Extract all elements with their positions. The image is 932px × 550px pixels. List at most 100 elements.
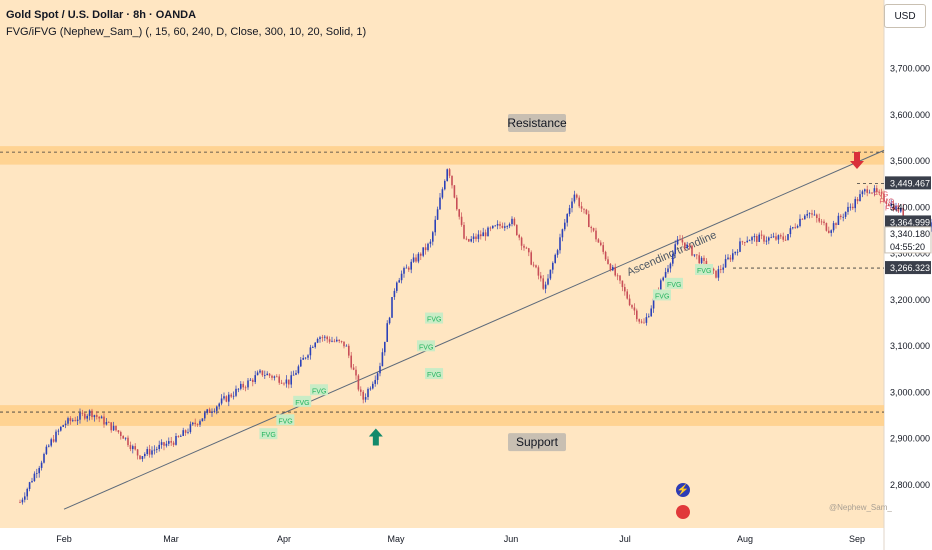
candle-body (616, 275, 619, 277)
candle-body (782, 236, 784, 240)
candle-body (316, 338, 319, 343)
candle-body (818, 218, 820, 222)
candle-body (182, 430, 184, 436)
candle-body (408, 267, 410, 270)
bolt-icon[interactable]: ⚡ (676, 483, 690, 497)
candle-body (336, 339, 338, 342)
flag-icon[interactable] (676, 505, 690, 519)
candle-body (268, 373, 271, 376)
candle-body (441, 189, 444, 198)
y-tick-label: 3,100.000 (890, 341, 930, 351)
currency-button[interactable]: USD (884, 4, 926, 28)
ascending-trendline (63, 149, 885, 510)
candle-body (472, 236, 475, 239)
candle-body (544, 284, 547, 289)
fvg-label: FVG (427, 317, 441, 324)
candle-body (33, 473, 36, 482)
candle-body (194, 422, 196, 425)
candle-body (595, 230, 597, 240)
candle-body (542, 278, 544, 289)
candle-body (24, 496, 26, 500)
candle-body (31, 481, 33, 483)
candle-body (796, 226, 799, 228)
down-arrow-icon (850, 152, 864, 169)
candle-body (410, 261, 412, 270)
candle-body (724, 259, 727, 268)
candle-body (48, 445, 50, 447)
fvg-label: FVG (697, 268, 711, 275)
candle-body (799, 218, 801, 227)
candle-body (511, 218, 513, 224)
candle-body (271, 375, 273, 378)
candle-body (55, 431, 57, 442)
candle-body (160, 442, 163, 445)
candle-body (568, 208, 571, 214)
candle-body (379, 366, 381, 374)
candle-body (242, 383, 244, 388)
candle-body (127, 437, 129, 446)
candle-body (777, 235, 780, 240)
candle-body (667, 268, 669, 272)
candle-body (206, 409, 208, 413)
candle-body (763, 235, 765, 242)
candle-body (880, 192, 883, 194)
candle-body (60, 426, 62, 431)
candle-body (844, 211, 847, 217)
candle-body (753, 236, 756, 238)
fvg-box (310, 384, 328, 396)
candle-body (602, 245, 604, 252)
candle-body (67, 418, 69, 424)
symbol-title[interactable]: Gold Spot / U.S. Dollar · 8h · OANDA (6, 9, 197, 21)
countdown-label: 04:55:20 (890, 242, 925, 252)
candle-body (508, 223, 511, 227)
candle-body (240, 383, 242, 389)
candle-body (628, 298, 631, 306)
candle-body (196, 424, 199, 425)
candle-body (883, 193, 885, 202)
candle-body (561, 229, 564, 238)
candle-body (650, 308, 652, 317)
candle-body (727, 257, 729, 260)
candle-body (333, 340, 336, 342)
candle-body (465, 238, 468, 240)
fvg-label: FVG (261, 432, 275, 439)
candle-body (669, 263, 672, 269)
candle-body (640, 321, 643, 323)
candle-body (876, 188, 878, 192)
candle-body (300, 359, 302, 367)
fvg-label: FVG (419, 344, 433, 351)
candle-body (213, 410, 216, 412)
candle-body (376, 373, 379, 380)
candle-body (739, 241, 741, 252)
candle-body (427, 243, 429, 251)
candle-body (319, 337, 321, 339)
candle-body (50, 439, 52, 446)
indicator-legend[interactable]: FVG/iFVG (Nephew_Sam_) (, 15, 60, 240, D… (6, 26, 367, 38)
candle-body (43, 453, 45, 463)
candle-body (69, 418, 72, 421)
candle-body (136, 449, 139, 456)
candle-body (804, 215, 806, 220)
candle-body (808, 213, 811, 215)
price-tag-label: 3,340.180 (890, 229, 930, 239)
candle-body (744, 242, 746, 243)
x-tick-label: Mar (163, 534, 179, 544)
candle-body (801, 218, 804, 220)
fvg-box (259, 428, 278, 440)
fvg-label: FVG (874, 192, 888, 199)
candle-body (304, 357, 307, 359)
candle-body (168, 441, 170, 444)
candle-body (374, 379, 376, 384)
candle-body (338, 339, 340, 341)
candle-body (249, 379, 252, 381)
candle-body (276, 376, 278, 378)
candle-body (866, 189, 868, 193)
candle-body (391, 297, 393, 318)
zone-label-box (508, 433, 566, 452)
candle-body (609, 263, 612, 271)
candle-body (631, 305, 633, 308)
candle-body (91, 410, 93, 418)
candle-body (520, 237, 523, 246)
candle-body (158, 444, 160, 450)
